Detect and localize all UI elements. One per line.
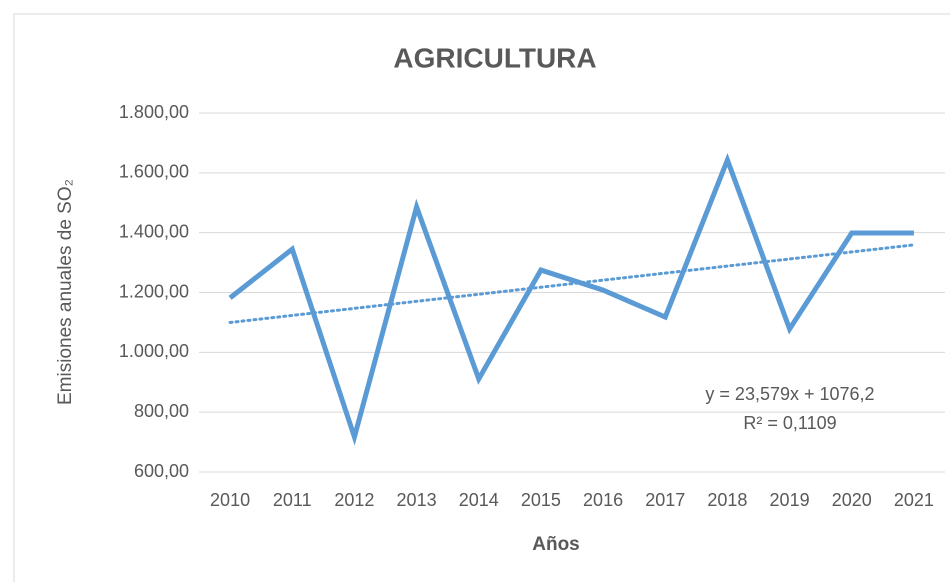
- x-tick-label: 2020: [832, 490, 872, 510]
- y-tick-label: 1.000,00: [119, 341, 189, 361]
- annotation: y = 23,579x + 1076,2: [705, 384, 874, 404]
- y-tick-label: 1.800,00: [119, 102, 189, 122]
- x-tick-label: 2013: [397, 490, 437, 510]
- chart-border: [13, 13, 950, 582]
- x-tick-label: 2010: [210, 490, 250, 510]
- x-tick-label: 2017: [645, 490, 685, 510]
- x-tick-label: 2016: [583, 490, 623, 510]
- y-tick-label: 1.600,00: [119, 162, 189, 182]
- y-tick-label: 1.200,00: [119, 281, 189, 301]
- x-tick-label: 2019: [770, 490, 810, 510]
- annotation: R² = 0,1109: [743, 413, 836, 433]
- x-tick-label: 2018: [707, 490, 747, 510]
- x-axis-label: Años: [532, 534, 580, 555]
- x-tick-label: 2011: [273, 490, 312, 510]
- x-tick-label: 2015: [521, 490, 561, 510]
- x-tick-label: 2014: [459, 490, 499, 510]
- data-line: [228, 152, 914, 446]
- x-tick-label: 2021: [894, 490, 934, 510]
- y-tick-label: 1.400,00: [119, 221, 189, 241]
- y-tick-label: 600,00: [134, 461, 189, 481]
- y-axis-label: Emisiones anuales de SO₂: [55, 179, 76, 405]
- x-tick-label: 2012: [334, 490, 374, 510]
- y-tick-label: 800,00: [134, 401, 189, 421]
- trendline: [228, 243, 916, 324]
- chart-title: AGRICULTURA: [393, 42, 596, 73]
